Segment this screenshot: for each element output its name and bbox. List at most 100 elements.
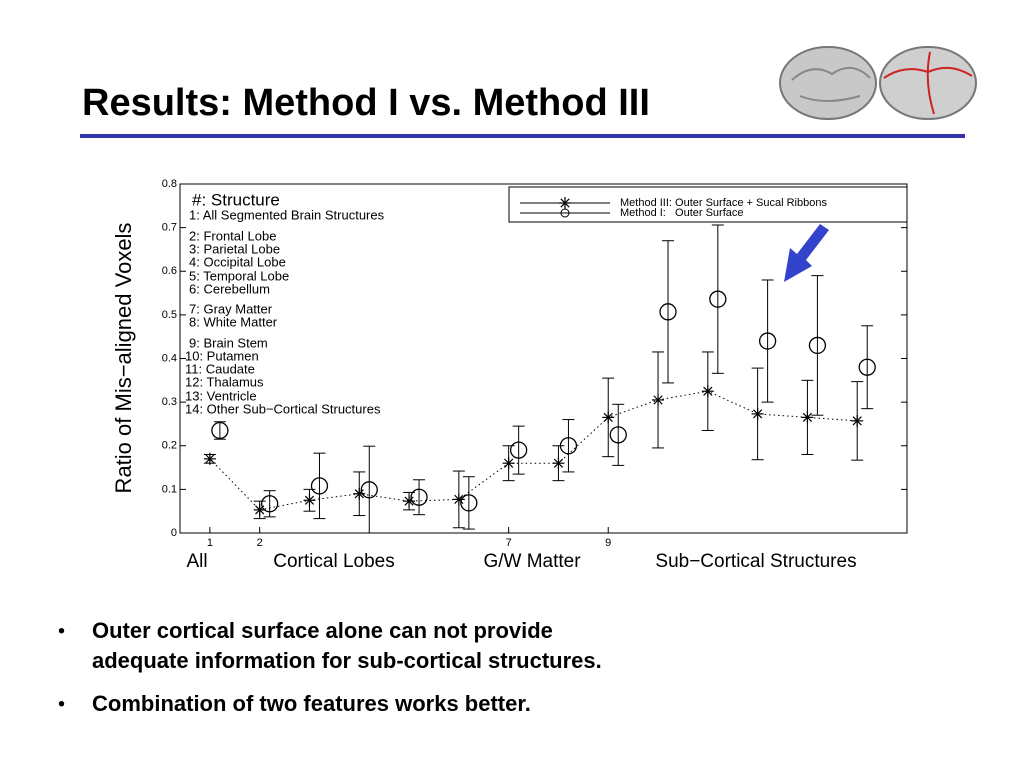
bullet-dot: • bbox=[58, 620, 65, 642]
star-stroke bbox=[852, 416, 862, 426]
circle-marker bbox=[609, 426, 627, 444]
group-label: G/W Matter bbox=[483, 551, 581, 572]
y-axis-label: Ratio of Mis−aligned Voxels bbox=[111, 223, 136, 494]
x-tick-label: 1 bbox=[207, 537, 213, 549]
star-marker bbox=[701, 385, 714, 398]
structure-label: 2: Frontal Lobe bbox=[189, 228, 276, 243]
star-stroke bbox=[752, 409, 763, 419]
structure-label: 12: Thalamus bbox=[185, 374, 264, 389]
legend-label: Method III: Outer Surface + Sucal Ribbon… bbox=[620, 197, 827, 209]
error-bar bbox=[711, 224, 724, 374]
structure-heading: #: Structure bbox=[192, 190, 280, 209]
bullet-text: Outer cortical surface alone can not pro… bbox=[92, 618, 602, 673]
circle-marker bbox=[360, 481, 378, 499]
brain-left bbox=[779, 46, 877, 120]
circle-marker bbox=[261, 495, 279, 513]
star-marker bbox=[559, 197, 571, 209]
error-bar bbox=[662, 240, 675, 384]
star-stroke bbox=[504, 458, 514, 468]
x-tick-label: 9 bbox=[605, 537, 611, 549]
y-tick-label: 0.8 bbox=[162, 178, 177, 190]
structure-label: 13: Ventricle bbox=[185, 388, 257, 403]
slide-title: Results: Method I vs. Method III bbox=[82, 82, 650, 124]
star-marker bbox=[751, 407, 764, 420]
star-marker bbox=[502, 457, 515, 470]
circle-marker bbox=[758, 332, 777, 350]
star-marker bbox=[552, 457, 565, 470]
error-bar bbox=[462, 476, 475, 530]
star-marker bbox=[851, 414, 864, 427]
legend-box bbox=[508, 186, 908, 223]
y-tick-label: 0.3 bbox=[162, 396, 177, 408]
y-tick-label: 0.1 bbox=[162, 483, 177, 495]
structure-label: 4: Occipital Lobe bbox=[189, 254, 286, 269]
arrow bbox=[784, 224, 832, 282]
star-marker bbox=[403, 495, 416, 508]
structure-label: 6: Cerebellum bbox=[189, 281, 270, 296]
error-bar bbox=[761, 279, 774, 403]
legend-label: Method I: Outer Surface bbox=[620, 207, 744, 219]
bullet-line: adequate information for sub-cortical st… bbox=[92, 648, 602, 673]
error-bar bbox=[861, 325, 874, 410]
error-bar bbox=[512, 425, 525, 475]
y-tick-label: 0.7 bbox=[162, 222, 177, 234]
circle-marker bbox=[460, 494, 478, 512]
error-bar bbox=[363, 445, 376, 533]
y-tick-label: 0.4 bbox=[162, 352, 177, 364]
x-tick-label: 7 bbox=[506, 537, 512, 549]
star-stroke bbox=[603, 412, 613, 423]
y-tick-label: 0.5 bbox=[162, 309, 177, 321]
legend-marker bbox=[560, 208, 570, 218]
error-bar bbox=[313, 452, 326, 520]
y-tick-label: 0.2 bbox=[162, 440, 177, 452]
star-marker bbox=[801, 411, 814, 424]
bullet-line: Outer cortical surface alone can not pro… bbox=[92, 618, 553, 643]
circle-marker bbox=[709, 290, 727, 308]
star-marker bbox=[602, 411, 615, 424]
star-marker bbox=[203, 452, 216, 465]
group-label: Cortical Lobes bbox=[273, 551, 394, 572]
star-stroke bbox=[354, 489, 364, 499]
plot-frame bbox=[179, 183, 908, 534]
structure-label: 9: Brain Stem bbox=[189, 335, 268, 350]
star-marker bbox=[353, 487, 366, 500]
bullet-text: Combination of two features works better… bbox=[92, 691, 531, 716]
star-stroke bbox=[703, 386, 713, 396]
star-marker bbox=[303, 494, 316, 507]
x-tick-label: 2 bbox=[257, 537, 263, 549]
circle-marker bbox=[410, 488, 428, 506]
error-bar bbox=[413, 479, 426, 516]
star-stroke bbox=[653, 395, 663, 405]
star-stroke bbox=[553, 458, 564, 468]
bullet-dot: • bbox=[58, 693, 65, 715]
circle-marker bbox=[310, 477, 329, 495]
star-stroke bbox=[560, 198, 570, 208]
structure-label: 11: Caudate bbox=[185, 361, 255, 376]
star-stroke bbox=[304, 495, 315, 505]
circle-marker bbox=[659, 303, 677, 321]
star-stroke bbox=[802, 412, 813, 423]
star-stroke bbox=[205, 454, 215, 464]
group-label: All bbox=[186, 551, 207, 572]
structure-label: 14: Other Sub−Cortical Structures bbox=[185, 401, 381, 416]
y-tick-label: 0 bbox=[171, 527, 177, 539]
brain-right bbox=[879, 46, 977, 120]
structure-label: 7: Gray Matter bbox=[189, 301, 273, 316]
structure-label: 10: Putamen bbox=[185, 348, 259, 363]
y-tick-label: 0.6 bbox=[162, 265, 177, 277]
star-stroke bbox=[404, 496, 414, 506]
circle-marker bbox=[858, 358, 876, 376]
error-bar bbox=[612, 403, 625, 466]
structure-label: 8: White Matter bbox=[189, 314, 278, 329]
star-marker bbox=[652, 393, 665, 406]
error-bar bbox=[263, 490, 276, 518]
error-bar bbox=[562, 419, 575, 473]
circle-marker bbox=[509, 441, 528, 459]
plot-area bbox=[203, 224, 876, 533]
circle-marker bbox=[559, 437, 578, 455]
circle-marker bbox=[211, 421, 229, 440]
group-label: Sub−Cortical Structures bbox=[655, 551, 856, 572]
structure-label: 3: Parietal Lobe bbox=[189, 241, 280, 256]
error-bar bbox=[213, 421, 226, 440]
